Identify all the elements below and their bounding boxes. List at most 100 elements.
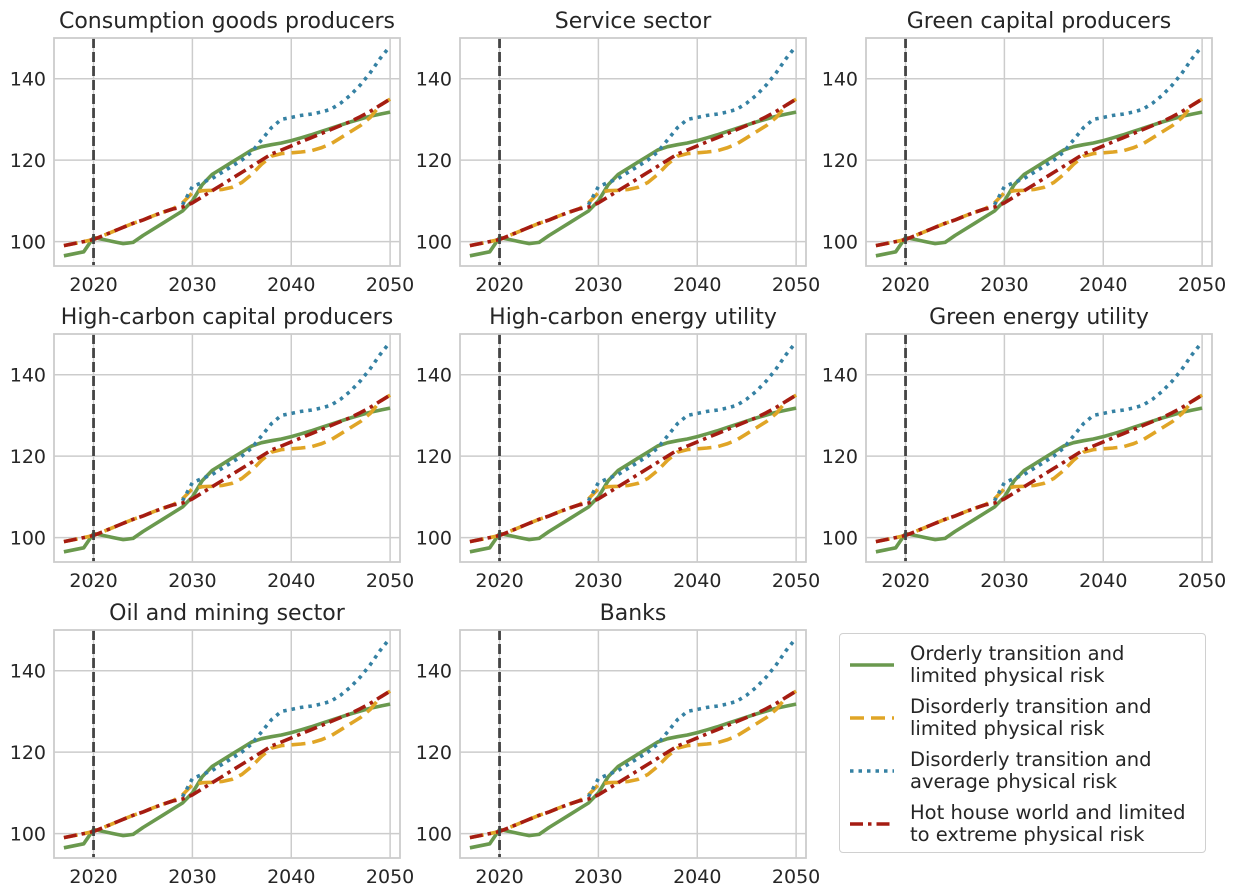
series-line-4 [63, 97, 392, 248]
series-line-1 [63, 110, 391, 258]
panel-service-sector: Service sector 2020 2030 2040 2050 100 120 140 [416, 9, 821, 296]
series-line-1 [63, 406, 391, 554]
x-tick-label: 2050 [1178, 274, 1226, 296]
series-line-3 [180, 636, 392, 798]
y-tick-label: 120 [822, 150, 858, 172]
y-tick-label: 140 [10, 365, 46, 387]
y-tick-label: 140 [10, 69, 46, 91]
y-tick-label: 140 [416, 365, 452, 387]
y-tick-label: 120 [416, 150, 452, 172]
y-tick-label: 100 [822, 232, 858, 254]
panel-consumption-goods-producers: Consumption goods producers 2020 2030 2040 2… [10, 9, 415, 296]
panel-high-carbon-capital-producers: High-carbon capital producers 2020 2030 204… [10, 305, 415, 592]
y-tick-label: 140 [822, 69, 858, 91]
panel-frame [459, 37, 807, 267]
y-tick-label: 140 [416, 69, 452, 91]
x-tick-label: 2030 [168, 570, 216, 592]
x-tick-label: 2040 [267, 274, 315, 296]
panel-frame [53, 37, 401, 267]
series-line-1 [875, 110, 1203, 258]
panel-frame [865, 333, 1213, 563]
x-tick-label: 2030 [574, 570, 622, 592]
legend-swatch [850, 821, 894, 826]
y-tick-label: 140 [416, 661, 452, 683]
panel-high-carbon-energy-utility: High-carbon energy utility 2020 2030 2040 20… [416, 305, 821, 592]
panel-frame [865, 37, 1213, 267]
y-tick-label: 120 [10, 446, 46, 468]
x-tick-label: 2050 [772, 866, 820, 887]
series-line-2 [469, 689, 798, 840]
x-tick-label: 2020 [475, 570, 523, 592]
x-tick-label: 2030 [980, 274, 1028, 296]
x-tick-label: 2020 [475, 866, 523, 887]
x-tick-label: 2040 [1079, 570, 1127, 592]
x-tick-label: 2050 [772, 570, 820, 592]
series-line-4 [875, 393, 1204, 544]
x-tick-label: 2020 [69, 866, 117, 887]
series-line-3 [180, 44, 392, 206]
panel-frame [459, 629, 807, 859]
panel-oil-and-mining-sector: Oil and mining sector 2020 2030 2040 2050 100… [10, 601, 415, 887]
panel-green-energy-utility: Green energy utility 2020 2030 2040 2050 100 1… [822, 305, 1227, 592]
series-line-2 [875, 97, 1204, 248]
legend: Orderly transition and limited physical … [839, 633, 1206, 853]
series-line-3 [992, 44, 1204, 206]
panel-title: Green energy utility [929, 305, 1149, 330]
x-tick-label: 2030 [574, 274, 622, 296]
series-line-1 [469, 406, 797, 554]
y-tick-label: 120 [10, 742, 46, 764]
series-line-2 [63, 689, 392, 840]
legend-entry: Hot house world and limited to extreme p… [848, 797, 1197, 850]
y-tick-label: 100 [416, 528, 452, 550]
series-line-1 [875, 406, 1203, 554]
legend-label: Disorderly transition and limited physic… [910, 694, 1152, 740]
x-tick-label: 2040 [673, 570, 721, 592]
series-line-4 [469, 97, 798, 248]
series-line-2 [469, 393, 798, 544]
x-tick-label: 2040 [673, 866, 721, 887]
legend-label: Orderly transition and limited physical … [910, 641, 1125, 687]
y-tick-label: 120 [416, 742, 452, 764]
y-tick-label: 100 [416, 232, 452, 254]
panel-frame [53, 629, 401, 859]
panel-title: Oil and mining sector [109, 601, 346, 626]
x-tick-label: 2020 [69, 570, 117, 592]
y-tick-label: 100 [822, 528, 858, 550]
x-tick-label: 2040 [267, 866, 315, 887]
y-tick-label: 100 [10, 528, 46, 550]
series-line-4 [469, 393, 798, 544]
series-line-4 [63, 393, 392, 544]
legend-entry: Disorderly transition and average physic… [848, 744, 1197, 797]
series-line-1 [63, 702, 391, 850]
x-tick-label: 2040 [1079, 274, 1127, 296]
series-line-3 [586, 44, 798, 206]
panel-banks: Banks 2020 2030 2040 2050 100 120 140 [416, 601, 821, 887]
x-tick-label: 2050 [366, 866, 414, 887]
y-tick-label: 120 [822, 446, 858, 468]
series-line-2 [469, 97, 798, 248]
y-tick-label: 140 [822, 365, 858, 387]
legend-label: Hot house world and limited to extreme p… [910, 800, 1186, 846]
series-line-3 [180, 340, 392, 502]
series-line-2 [63, 97, 392, 248]
panel-frame [53, 333, 401, 563]
x-tick-label: 2020 [881, 274, 929, 296]
x-tick-label: 2020 [69, 274, 117, 296]
panel-title: Consumption goods producers [59, 9, 395, 34]
legend-swatch [850, 715, 894, 720]
x-tick-label: 2040 [673, 274, 721, 296]
panel-title: High-carbon energy utility [489, 305, 777, 330]
panel-title: Green capital producers [907, 9, 1172, 34]
legend-entry: Orderly transition and limited physical … [848, 638, 1197, 691]
y-tick-label: 100 [416, 824, 452, 846]
panel-title: High-carbon capital producers [61, 305, 393, 330]
series-line-2 [875, 393, 1204, 544]
y-tick-label: 100 [10, 232, 46, 254]
panel-title: Service sector [555, 9, 712, 34]
x-tick-label: 2050 [366, 570, 414, 592]
series-line-3 [586, 340, 798, 502]
series-line-4 [875, 97, 1204, 248]
x-tick-label: 2020 [881, 570, 929, 592]
x-tick-label: 2020 [475, 274, 523, 296]
